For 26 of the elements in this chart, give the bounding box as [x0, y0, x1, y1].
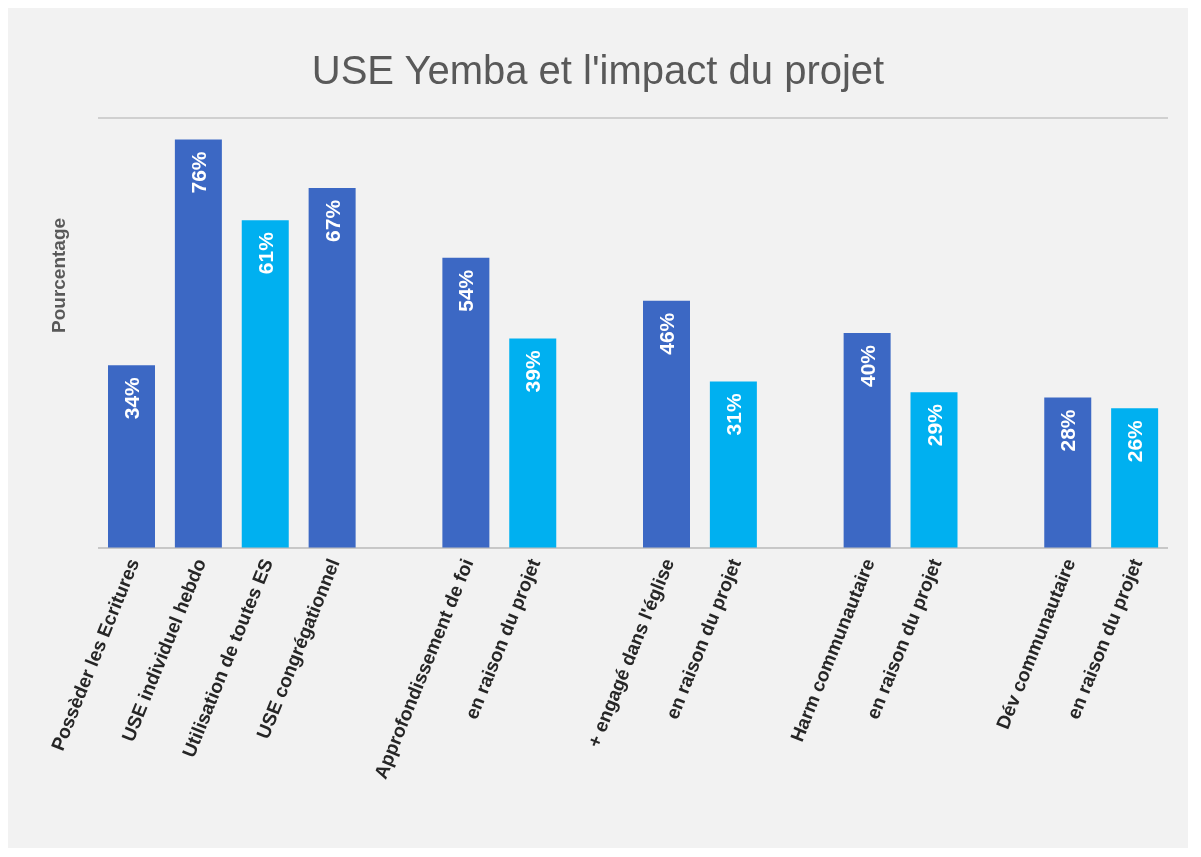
data-label: 26% — [1123, 419, 1147, 463]
bar — [1111, 408, 1159, 548]
chart-title: USE Yemba et l'impact du projet — [310, 47, 886, 94]
data-label: 67% — [320, 199, 344, 242]
data-label: 34% — [120, 376, 143, 420]
data-label: 31% — [721, 393, 745, 436]
y-axis-title: Pourcentage — [47, 217, 69, 333]
bar — [1044, 397, 1092, 548]
bar — [910, 392, 958, 548]
bar — [442, 257, 490, 548]
bar — [108, 365, 155, 548]
bar — [308, 187, 356, 548]
bar — [843, 333, 891, 548]
bar — [174, 139, 222, 548]
bar — [709, 381, 757, 548]
bar — [509, 338, 557, 548]
data-label: 28% — [1056, 409, 1080, 452]
data-label: 76% — [186, 151, 210, 194]
data-label: 61% — [253, 231, 277, 275]
data-label: 39% — [521, 350, 545, 393]
data-label: 40% — [855, 344, 879, 388]
data-label: 29% — [922, 403, 946, 447]
bar — [643, 300, 690, 548]
bar — [241, 220, 289, 548]
data-label: 54% — [454, 269, 478, 312]
data-label: 46% — [655, 312, 678, 355]
